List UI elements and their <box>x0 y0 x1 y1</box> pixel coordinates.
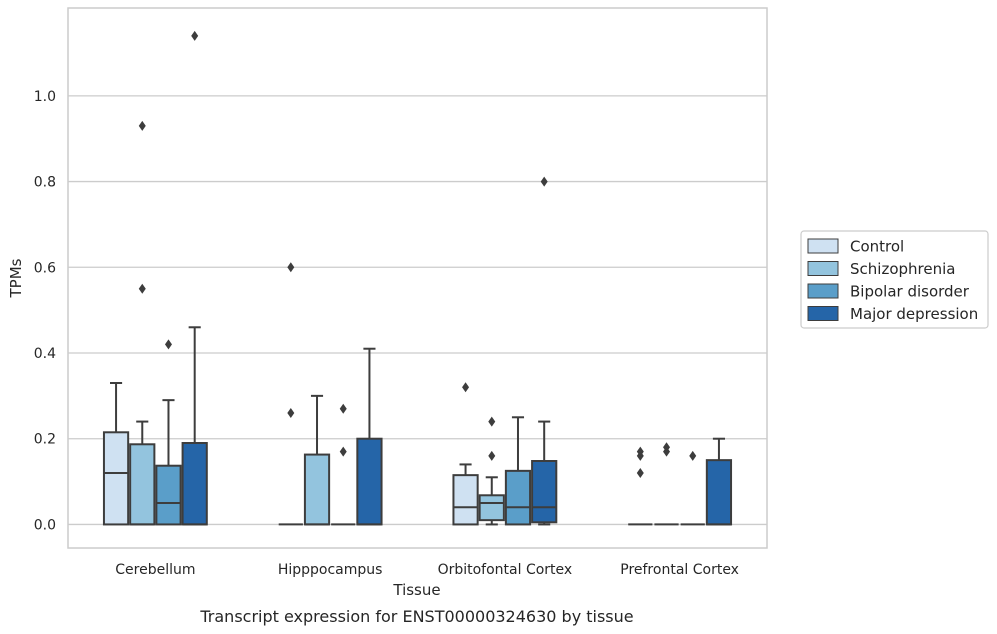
chart-caption: Transcript expression for ENST0000032463… <box>199 607 633 626</box>
y-tick-label: 1.0 <box>34 89 56 105</box>
series-bipolar-disorder <box>155 339 705 526</box>
outlier-point <box>636 446 644 457</box>
legend-label: Control <box>850 238 904 256</box>
legend-label: Schizophrenia <box>850 260 955 278</box>
x-axis-title: Tissue <box>392 581 440 599</box>
x-tick-label: Orbitofontal Cortex <box>438 562 573 578</box>
outlier-point <box>663 442 671 453</box>
y-tick-label: 0.8 <box>34 175 56 191</box>
box <box>705 437 733 526</box>
box <box>531 176 558 526</box>
box <box>680 450 705 526</box>
x-tick-labels: Cerebellum Hipppocampus Orbitofontal Corte… <box>115 562 739 578</box>
box <box>478 416 505 526</box>
legend-swatch <box>807 283 839 299</box>
series-major-depression <box>181 30 733 526</box>
box-body <box>531 460 558 524</box>
x-tick-label: Prefrontal Cortex <box>620 562 739 578</box>
box-body <box>504 469 532 526</box>
y-tick-labels: 0.0 0.2 0.4 0.6 0.8 1.0 <box>34 89 56 534</box>
legend-box <box>800 230 989 329</box>
outlier-point <box>540 176 548 187</box>
legend-label: Major depression <box>850 305 978 323</box>
box-body <box>102 431 130 526</box>
box <box>504 416 532 526</box>
outlier-point <box>462 382 470 393</box>
box <box>303 394 331 526</box>
outlier-point <box>339 403 347 414</box>
series-control <box>102 262 653 526</box>
box <box>155 339 182 526</box>
box <box>181 30 208 526</box>
y-tick-label: 0.0 <box>34 517 56 533</box>
outlier-point <box>138 283 146 294</box>
series-schizophrenia <box>129 120 679 526</box>
box-body <box>303 453 331 526</box>
box <box>654 442 679 526</box>
legend-swatch <box>807 306 839 321</box>
outlier-point <box>488 450 496 461</box>
box-series <box>102 30 733 526</box>
outlier-point <box>191 30 199 41</box>
box <box>452 382 479 526</box>
box-body <box>181 442 208 526</box>
grid-lines <box>68 95 767 526</box>
outlier-point <box>287 262 295 273</box>
x-tick-label: Hipppocampus <box>278 562 383 578</box>
y-tick-label: 0.4 <box>34 346 56 362</box>
x-tick-label: Cerebellum <box>115 562 195 578</box>
outlier-point <box>689 450 697 461</box>
outlier-point <box>636 468 644 478</box>
box-body <box>155 464 182 526</box>
box-body <box>705 459 733 526</box>
box <box>278 262 303 526</box>
outlier-point <box>339 446 347 457</box>
box-body <box>452 474 479 526</box>
legend: Control Schizophrenia Bipolar disorder Majo… <box>800 230 989 329</box>
y-axis-title: TPMs <box>7 258 25 298</box>
box <box>628 446 653 526</box>
legend-swatch <box>807 261 839 276</box>
box <box>356 347 383 526</box>
outlier-point <box>138 120 146 131</box>
plot-frame <box>67 7 768 549</box>
y-tick-label: 0.2 <box>34 432 56 448</box>
legend-label: Bipolar disorder <box>850 283 970 301</box>
legend-swatch <box>807 238 839 254</box>
box-body <box>356 437 383 526</box>
box-body <box>129 443 156 526</box>
outlier-point <box>164 339 172 350</box>
outlier-point <box>287 408 295 418</box>
box <box>129 120 156 526</box>
box <box>102 382 130 526</box>
outlier-point <box>488 416 496 427</box>
box-body <box>478 494 505 522</box>
y-tick-label: 0.6 <box>34 260 56 276</box>
box <box>331 403 356 526</box>
